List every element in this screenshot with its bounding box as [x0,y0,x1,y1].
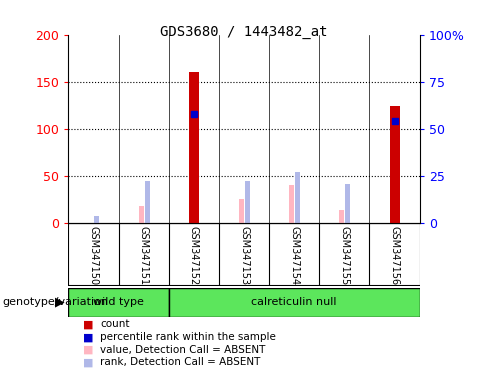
Bar [139,206,143,223]
Text: wild type: wild type [93,297,144,308]
Text: value, Detection Call = ABSENT: value, Detection Call = ABSENT [100,345,265,355]
Bar [144,181,150,223]
Bar [94,216,100,223]
Bar [295,172,300,223]
Text: GSM347155: GSM347155 [339,226,349,285]
Bar [239,199,244,223]
Text: GSM347151: GSM347151 [139,226,149,285]
Text: percentile rank within the sample: percentile rank within the sample [100,332,276,342]
Text: ■: ■ [83,358,94,367]
Text: ■: ■ [83,332,94,342]
Bar [289,185,294,223]
Text: ▶: ▶ [55,296,64,309]
Text: GDS3680 / 1443482_at: GDS3680 / 1443482_at [160,25,328,39]
Text: GSM347154: GSM347154 [289,226,299,285]
Bar [346,184,350,223]
Text: GSM347150: GSM347150 [88,226,99,285]
Text: genotype/variation: genotype/variation [2,297,108,307]
Text: calreticulin null: calreticulin null [251,297,337,308]
Bar [339,210,345,223]
Bar [389,106,400,223]
Text: GSM347156: GSM347156 [389,226,400,285]
Text: GSM347153: GSM347153 [239,226,249,285]
Text: count: count [100,319,129,329]
Bar [245,181,250,223]
Text: ■: ■ [83,345,94,355]
Text: rank, Detection Call = ABSENT: rank, Detection Call = ABSENT [100,358,261,367]
Bar [169,288,420,317]
Text: ■: ■ [83,319,94,329]
Text: GSM347152: GSM347152 [189,226,199,285]
Bar [68,288,169,317]
Bar [189,72,199,223]
